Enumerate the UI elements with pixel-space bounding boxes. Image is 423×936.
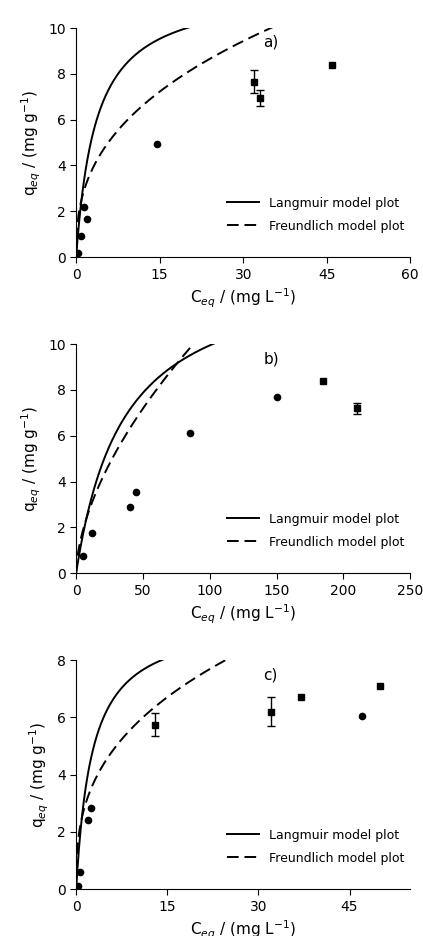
Langmuir model plot	[408, 0, 413, 7]
X-axis label: C$_{eq}$ / (mg L$^{-1}$): C$_{eq}$ / (mg L$^{-1}$)	[190, 603, 297, 626]
Legend: Langmuir model plot, Freundlich model plot: Langmuir model plot, Freundlich model pl…	[228, 513, 404, 548]
Text: c): c)	[263, 667, 277, 682]
Langmuir model plot	[94, 113, 99, 124]
Y-axis label: q$_{eq}$ / (mg g$^{-1}$): q$_{eq}$ / (mg g$^{-1}$)	[19, 405, 43, 512]
Freundlich model plot	[397, 581, 402, 592]
Freundlich model plot	[184, 67, 189, 79]
Langmuir model plot	[136, 47, 141, 58]
Y-axis label: q$_{eq}$ / (mg g$^{-1}$): q$_{eq}$ / (mg g$^{-1}$)	[19, 90, 43, 196]
Langmuir model plot	[94, 730, 99, 741]
Langmuir model plot	[136, 667, 141, 679]
Freundlich model plot	[74, 884, 79, 895]
Freundlich model plot	[408, 578, 413, 590]
Langmuir model plot	[385, 300, 390, 311]
Freundlich model plot	[385, 586, 390, 597]
Langmuir model plot	[385, 0, 390, 8]
Freundlich model plot	[94, 770, 99, 782]
Langmuir model plot	[184, 352, 189, 363]
Langmuir model plot	[408, 297, 413, 308]
Langmuir model plot	[385, 625, 390, 636]
Langmuir model plot	[135, 393, 140, 404]
Freundlich model plot	[136, 716, 141, 727]
Langmuir model plot	[340, 0, 345, 11]
Langmuir model plot	[397, 298, 402, 309]
Line: Langmuir model plot: Langmuir model plot	[76, 302, 410, 573]
Freundlich model plot	[74, 252, 79, 263]
Line: Langmuir model plot: Langmuir model plot	[76, 2, 410, 257]
Line: Freundlich model plot: Freundlich model plot	[76, 0, 410, 257]
Freundlich model plot	[408, 143, 413, 154]
Langmuir model plot	[408, 624, 413, 636]
Freundlich model plot	[385, 160, 390, 171]
Langmuir model plot	[397, 624, 402, 636]
Langmuir model plot	[340, 305, 345, 316]
Line: Freundlich model plot: Freundlich model plot	[76, 149, 410, 573]
Langmuir model plot	[184, 646, 189, 657]
Legend: Langmuir model plot, Freundlich model plot: Langmuir model plot, Freundlich model pl…	[228, 197, 404, 232]
Freundlich model plot	[74, 567, 79, 578]
Langmuir model plot	[340, 627, 345, 638]
Freundlich model plot	[340, 602, 345, 613]
X-axis label: C$_{eq}$ / (mg L$^{-1}$): C$_{eq}$ / (mg L$^{-1}$)	[190, 919, 297, 936]
Langmuir model plot	[397, 0, 402, 8]
X-axis label: C$_{eq}$ / (mg L$^{-1}$): C$_{eq}$ / (mg L$^{-1}$)	[190, 287, 297, 311]
Freundlich model plot	[340, 197, 345, 208]
Freundlich model plot	[184, 347, 189, 358]
Freundlich model plot	[136, 104, 141, 115]
Freundlich model plot	[340, 0, 345, 5]
Line: Freundlich model plot: Freundlich model plot	[76, 584, 410, 889]
Freundlich model plot	[184, 679, 189, 690]
Freundlich model plot	[94, 154, 99, 166]
Legend: Langmuir model plot, Freundlich model plot: Langmuir model plot, Freundlich model pl…	[228, 828, 404, 865]
Text: b): b)	[263, 351, 279, 366]
Langmuir model plot	[74, 252, 79, 263]
Text: a): a)	[263, 35, 278, 50]
Freundlich model plot	[94, 485, 99, 496]
Freundlich model plot	[135, 410, 140, 421]
Y-axis label: q$_{eq}$ / (mg g$^{-1}$): q$_{eq}$ / (mg g$^{-1}$)	[28, 722, 51, 827]
Freundlich model plot	[397, 151, 402, 162]
Langmuir model plot	[184, 22, 189, 34]
Langmuir model plot	[94, 475, 99, 486]
Line: Langmuir model plot: Langmuir model plot	[76, 630, 410, 889]
Langmuir model plot	[74, 884, 79, 895]
Langmuir model plot	[74, 567, 79, 578]
